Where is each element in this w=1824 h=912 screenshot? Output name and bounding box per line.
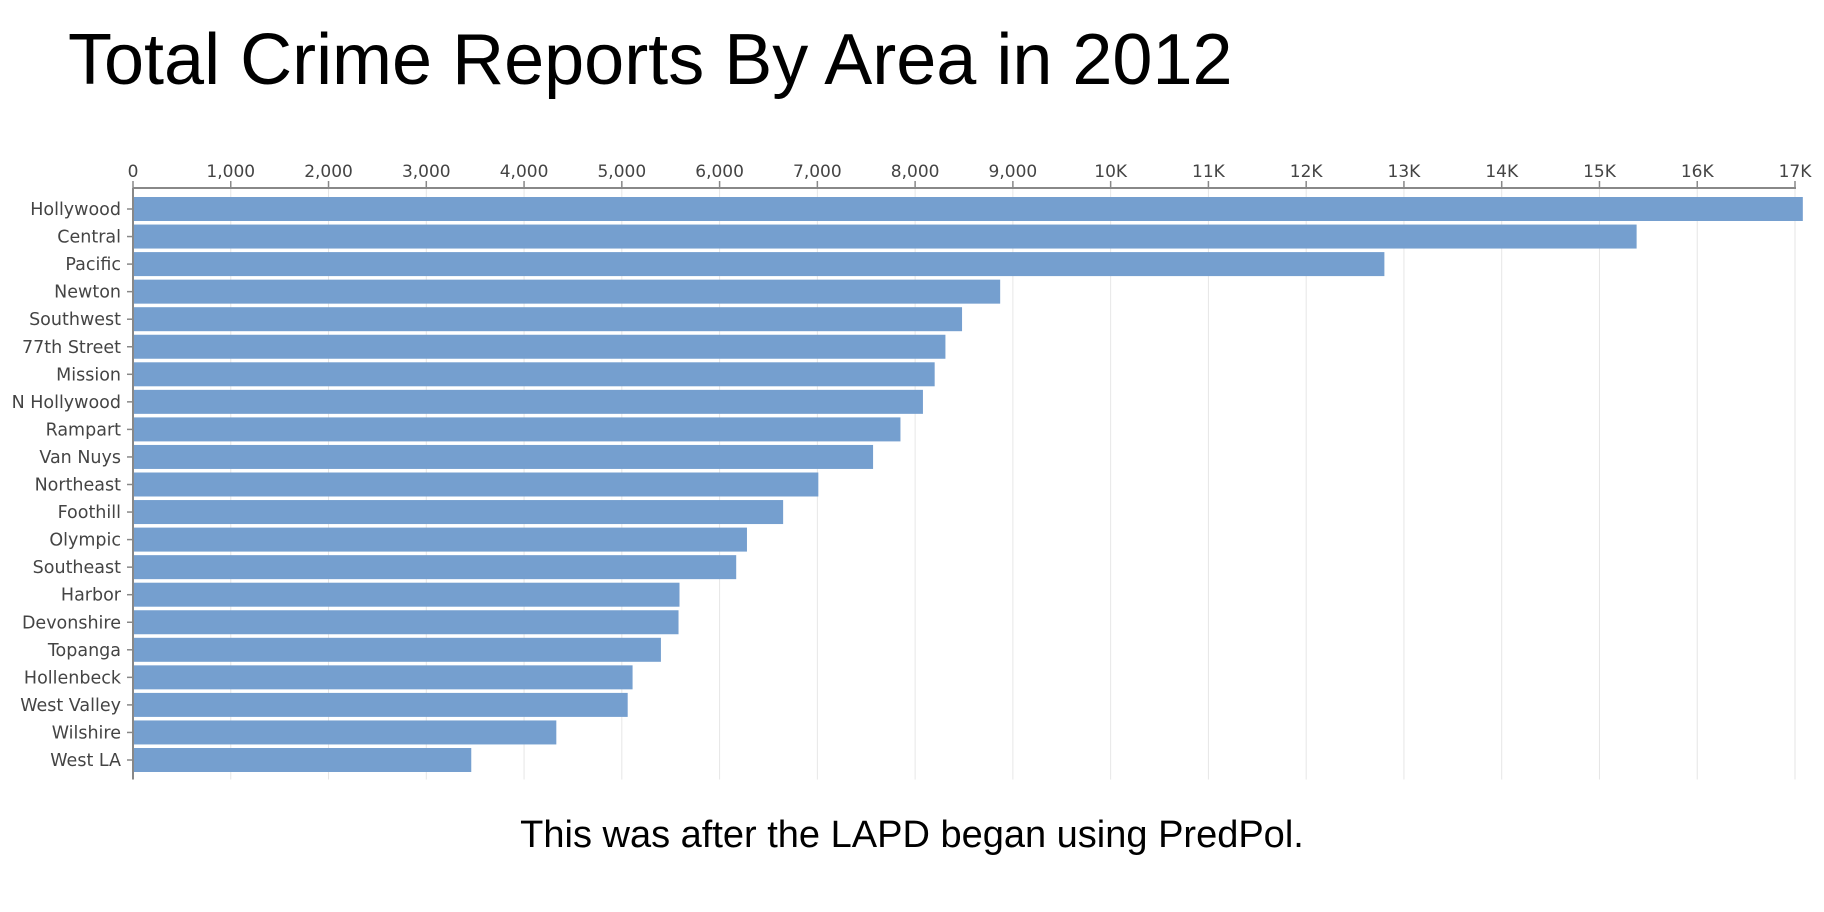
x-tick-label: 6,000 — [695, 162, 744, 182]
category-label: Southeast — [33, 558, 121, 578]
category-label: N Hollywood — [12, 393, 121, 413]
category-label: Olympic — [49, 531, 121, 551]
x-tick-label: 11K — [1192, 162, 1226, 182]
x-tick-label: 1,000 — [206, 162, 255, 182]
x-tick-label: 9,000 — [989, 162, 1038, 182]
x-tick-label: 10K — [1094, 162, 1128, 182]
bar — [133, 748, 472, 772]
bar — [133, 197, 1803, 221]
bar — [133, 252, 1385, 277]
bars — [133, 197, 1803, 772]
bar — [133, 362, 935, 387]
bar — [133, 307, 963, 332]
bar — [133, 527, 747, 552]
bar — [133, 472, 819, 497]
x-tick-label: 15K — [1583, 162, 1617, 182]
x-tick-label: 3,000 — [402, 162, 451, 182]
x-tick-label: 7,000 — [793, 162, 842, 182]
x-tick-label: 4,000 — [500, 162, 549, 182]
bar — [133, 224, 1637, 249]
category-label: Hollywood — [30, 200, 121, 220]
x-tick-label: 5,000 — [597, 162, 646, 182]
x-tick-label: 12K — [1290, 162, 1324, 182]
bar — [133, 444, 874, 469]
x-tick-label: 2,000 — [304, 162, 353, 182]
bar — [133, 334, 946, 359]
y-axis-ticks: Hollywood Central Pacific Newton Southwest 77… — [12, 200, 133, 771]
category-label: Van Nuys — [39, 448, 121, 468]
x-tick-label: 0 — [128, 162, 139, 182]
x-tick-label: 13K — [1388, 162, 1422, 182]
slide-title: Total Crime Reports By Area in 2012 — [68, 20, 1233, 100]
bar — [133, 417, 901, 442]
bar — [133, 500, 784, 525]
bar — [133, 720, 557, 745]
category-label: Hollenbeck — [24, 668, 122, 688]
x-axis-ticks: 0 1,000 2,000 3,000 4,000 5,000 6,000 7,000 8,00… — [128, 162, 1813, 188]
category-label: Central — [57, 228, 121, 248]
category-label: Harbor — [61, 586, 122, 606]
category-label: West Valley — [20, 696, 121, 716]
bar — [133, 637, 661, 662]
bar — [133, 665, 633, 690]
bar — [133, 555, 737, 580]
bar — [133, 582, 680, 607]
category-label: Northeast — [35, 476, 122, 496]
x-tick-label: 16K — [1681, 162, 1715, 182]
category-label: Topanga — [47, 641, 121, 661]
x-tick-label: 17K — [1779, 162, 1813, 182]
bar — [133, 389, 923, 414]
category-label: Wilshire — [52, 723, 121, 743]
bar — [133, 279, 1001, 304]
bar-chart: 0 1,000 2,000 3,000 4,000 5,000 6,000 7,000 8,00… — [12, 162, 1813, 780]
bar — [133, 692, 628, 717]
x-tick-label: 14K — [1485, 162, 1519, 182]
category-label: Pacific — [65, 255, 121, 275]
category-label: Rampart — [46, 420, 122, 440]
slide-caption: This was after the LAPD began using Pred… — [520, 814, 1304, 856]
category-label: Devonshire — [22, 613, 121, 633]
category-label: West LA — [50, 751, 121, 771]
x-tick-label: 8,000 — [891, 162, 940, 182]
category-label: Foothill — [58, 503, 121, 523]
category-label: Southwest — [29, 310, 121, 330]
bar — [133, 610, 679, 635]
category-label: 77th Street — [22, 338, 121, 358]
category-label: Mission — [56, 365, 121, 385]
category-label: Newton — [54, 283, 121, 303]
